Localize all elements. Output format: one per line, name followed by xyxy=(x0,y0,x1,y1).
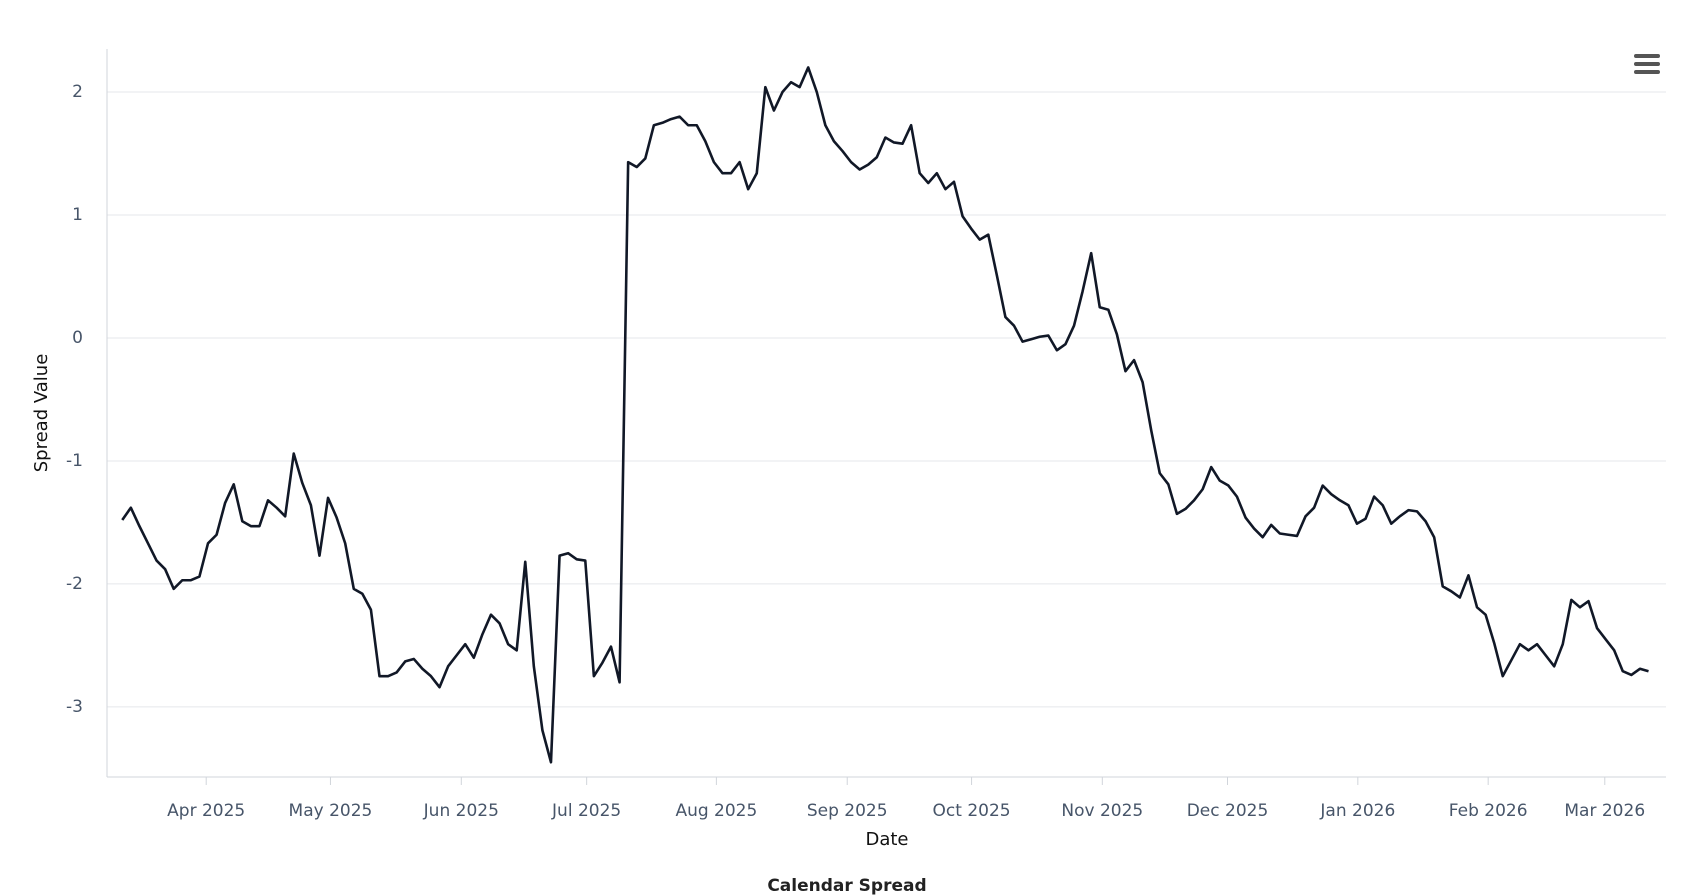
x-tick-label: May 2025 xyxy=(289,801,373,821)
y-tick-label: 2 xyxy=(72,82,83,102)
y-tick-label: -3 xyxy=(66,697,83,717)
chart-title: Calendar Spread xyxy=(767,876,926,895)
data-line xyxy=(121,66,1649,764)
y-tick-label: -1 xyxy=(66,451,83,471)
menu-button[interactable] xyxy=(1634,54,1660,74)
menu-bar xyxy=(1634,70,1660,74)
x-tick-label: Nov 2025 xyxy=(1061,801,1143,821)
y-axis-title: Spread Value xyxy=(31,354,52,473)
x-tick-label: Dec 2025 xyxy=(1187,801,1269,821)
x-tick-label: Aug 2025 xyxy=(675,801,757,821)
x-tick-label: Sep 2025 xyxy=(807,801,888,821)
menu-bar xyxy=(1634,62,1660,66)
x-tick-label: Jul 2025 xyxy=(551,801,621,821)
x-tick-label: Mar 2026 xyxy=(1564,801,1645,821)
x-tick-label: Oct 2025 xyxy=(933,801,1011,821)
x-axis-title: Date xyxy=(865,829,908,850)
x-tick-label: Feb 2026 xyxy=(1449,801,1528,821)
x-tick-label: Jan 2026 xyxy=(1319,801,1395,821)
menu-bar xyxy=(1634,54,1660,58)
y-tick-label: -2 xyxy=(66,574,83,594)
y-tick-label: 1 xyxy=(72,205,83,225)
y-tick-label: 0 xyxy=(72,328,83,348)
x-tick-label: Apr 2025 xyxy=(167,801,245,821)
x-tick-label: Jun 2025 xyxy=(423,801,499,821)
